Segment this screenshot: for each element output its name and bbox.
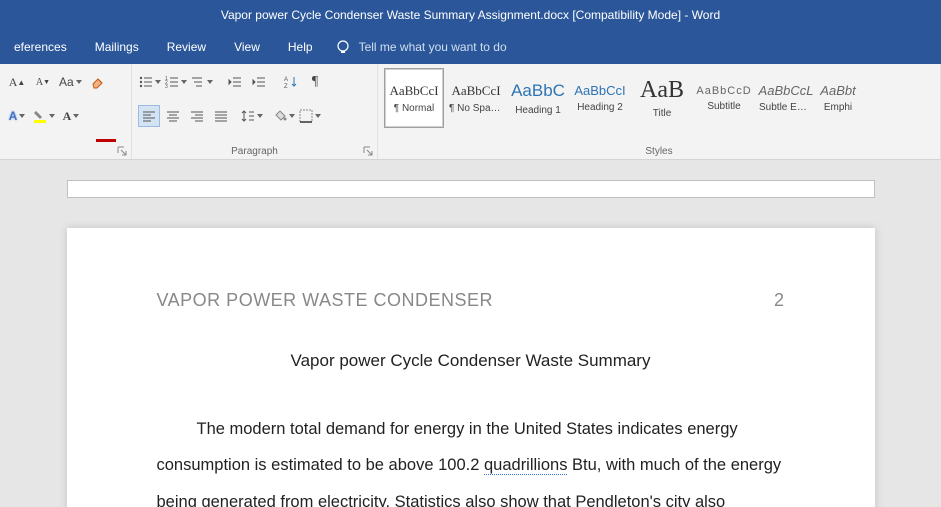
font-color-swatch — [96, 139, 116, 142]
style-preview: AaBbCcI — [451, 83, 500, 99]
increase-indent-button[interactable] — [248, 71, 270, 93]
shrink-font-button[interactable]: A▼ — [32, 71, 54, 93]
styles-gallery: AaBbCcI ¶ Normal AaBbCcI ¶ No Spac... Aa… — [384, 68, 934, 136]
style-emphasis[interactable]: AaBbt Emphi — [818, 68, 858, 128]
outdent-icon — [228, 76, 242, 88]
highlight-button[interactable] — [32, 105, 56, 127]
styles-group: AaBbCcI ¶ Normal AaBbCcI ¶ No Spac... Aa… — [378, 64, 941, 159]
style-subtle-emphasis[interactable]: AaBbCcL Subtle Em... — [756, 68, 816, 128]
tab-view[interactable]: View — [220, 30, 274, 64]
style-title[interactable]: AaB Title — [632, 68, 692, 128]
font-color-button[interactable]: A — [60, 105, 82, 127]
text-effects-button[interactable]: A — [6, 105, 28, 127]
style-preview: AaBbC — [511, 81, 565, 101]
borders-button[interactable] — [298, 105, 322, 127]
multilevel-list-button[interactable] — [190, 71, 214, 93]
svg-text:A: A — [284, 77, 288, 83]
page[interactable]: VAPOR POWER WASTE CONDENSER 2 Vapor powe… — [67, 228, 875, 507]
body-text-2a: estimated to be above 100.2 — [271, 456, 484, 474]
header-left: VAPOR POWER WASTE CONDENSER — [157, 290, 494, 311]
align-left-icon — [142, 110, 156, 122]
style-preview: AaBbCcD — [696, 85, 751, 97]
document-body-title: Vapor power Cycle Condenser Waste Summar… — [157, 351, 785, 371]
line-spacing-icon — [241, 109, 255, 123]
paragraph-dialog-launcher-icon[interactable] — [363, 146, 373, 156]
change-case-button[interactable]: Aa — [58, 71, 83, 93]
style-normal[interactable]: AaBbCcI ¶ Normal — [384, 68, 444, 128]
style-name: Heading 1 — [511, 105, 565, 116]
header-page-number: 2 — [774, 290, 785, 311]
borders-icon — [299, 109, 313, 123]
styles-group-label: Styles — [378, 146, 940, 157]
svg-text:3: 3 — [165, 84, 168, 88]
grow-font-button[interactable]: A▲ — [6, 71, 28, 93]
numbering-icon: 123 — [165, 76, 179, 88]
ribbon-tabs: eferences Mailings Review View Help Tell… — [0, 30, 941, 64]
show-marks-button[interactable]: ¶ — [304, 71, 326, 93]
align-center-icon — [166, 110, 180, 122]
tab-mailings[interactable]: Mailings — [81, 30, 153, 64]
ruler[interactable] — [67, 180, 875, 198]
align-right-icon — [190, 110, 204, 122]
style-no-spacing[interactable]: AaBbCcI ¶ No Spac... — [446, 68, 506, 128]
multilevel-icon — [191, 76, 205, 88]
indent-icon — [252, 76, 266, 88]
clear-formatting-button[interactable] — [87, 71, 109, 93]
style-name: Heading 2 — [573, 102, 627, 113]
paint-bucket-icon — [273, 109, 287, 123]
numbering-button[interactable]: 123 — [164, 71, 188, 93]
paragraph-group: 123 AZ ¶ — [132, 64, 378, 159]
tell-me-search[interactable]: Tell me what you want to do — [335, 39, 507, 55]
justify-button[interactable] — [210, 105, 232, 127]
style-name: ¶ No Spac... — [449, 103, 503, 114]
tell-me-label: Tell me what you want to do — [359, 40, 507, 54]
align-right-button[interactable] — [186, 105, 208, 127]
font-group: A▲ A▼ Aa A A — [0, 64, 132, 159]
sort-icon: AZ — [284, 75, 298, 89]
style-preview: AaB — [640, 77, 684, 104]
eraser-icon — [90, 75, 106, 89]
style-preview: AaBbt — [820, 83, 855, 98]
style-name: Title — [635, 108, 689, 119]
align-left-button[interactable] — [138, 105, 160, 127]
ribbon: A▲ A▼ Aa A A 123 — [0, 64, 941, 160]
tab-review[interactable]: Review — [153, 30, 220, 64]
style-subtitle[interactable]: AaBbCcD Subtitle — [694, 68, 754, 128]
style-name: ¶ Normal — [387, 103, 441, 114]
style-preview: AaBbCcI — [389, 83, 438, 99]
bullets-button[interactable] — [138, 71, 162, 93]
paragraph-group-label: Paragraph — [132, 146, 377, 157]
tab-references[interactable]: eferences — [0, 30, 81, 64]
title-bar: Vapor power Cycle Condenser Waste Summar… — [0, 0, 941, 30]
bullets-icon — [139, 76, 153, 88]
body-paragraph: The modern total demand for energy in th… — [157, 411, 785, 507]
shading-button[interactable] — [272, 105, 296, 127]
svg-text:Z: Z — [284, 84, 288, 89]
style-heading2[interactable]: AaBbCcI Heading 2 — [570, 68, 630, 128]
decrease-indent-button[interactable] — [224, 71, 246, 93]
page-header: VAPOR POWER WASTE CONDENSER 2 — [157, 290, 785, 311]
font-dialog-launcher-icon[interactable] — [117, 146, 127, 156]
lightbulb-icon — [335, 39, 351, 55]
tab-help[interactable]: Help — [274, 30, 327, 64]
highlighter-icon — [33, 109, 47, 123]
style-preview: AaBbCcL — [759, 83, 814, 98]
align-center-button[interactable] — [162, 105, 184, 127]
document-title: Vapor power Cycle Condenser Waste Summar… — [221, 8, 720, 22]
style-name: Subtitle — [697, 101, 751, 112]
style-name: Subtle Em... — [759, 102, 813, 113]
spelling-error[interactable]: quadrillions — [484, 456, 567, 475]
line-spacing-button[interactable] — [240, 105, 264, 127]
style-preview: AaBbCcI — [574, 83, 625, 98]
document-area: VAPOR POWER WASTE CONDENSER 2 Vapor powe… — [0, 160, 941, 507]
style-name: Emphi — [821, 102, 855, 113]
style-heading1[interactable]: AaBbC Heading 1 — [508, 68, 568, 128]
justify-icon — [214, 110, 228, 122]
sort-button[interactable]: AZ — [280, 71, 302, 93]
